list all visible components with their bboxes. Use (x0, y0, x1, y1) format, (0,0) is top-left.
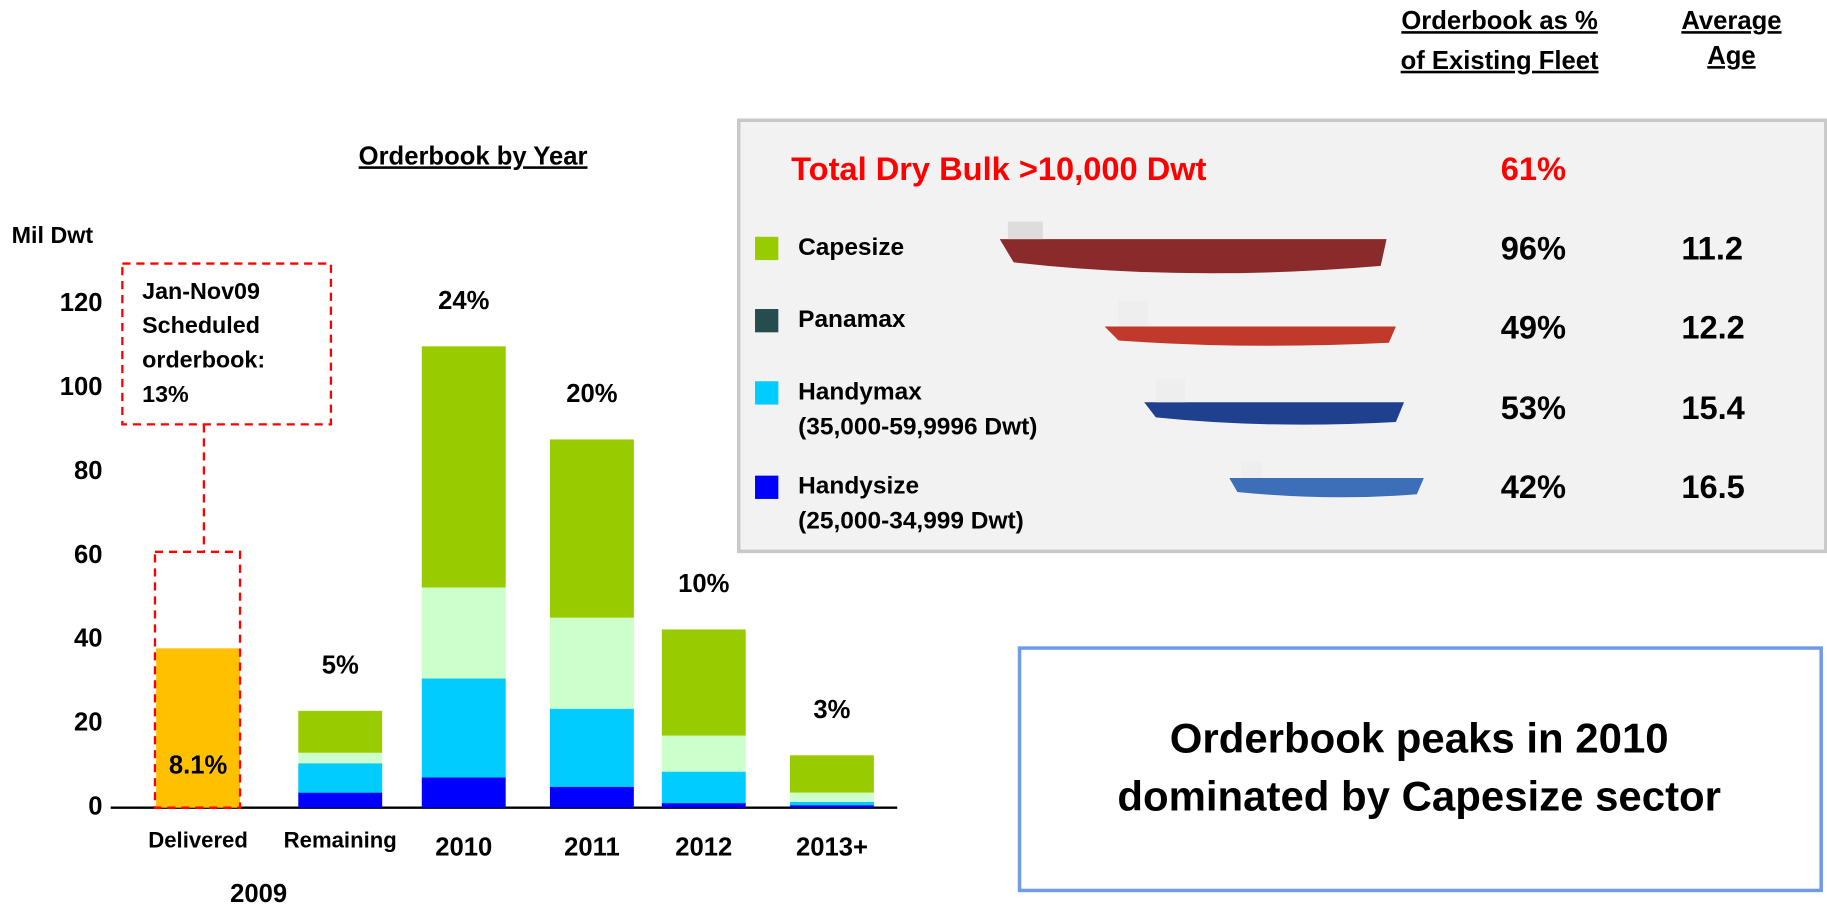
bar-segment (422, 587, 506, 678)
legend-swatch (755, 309, 778, 332)
row-name: Handymax (798, 378, 922, 405)
bar-segment (790, 802, 874, 805)
bar-segment (790, 755, 874, 792)
row-pct: 42% (1501, 468, 1566, 505)
group-label: 2009 (230, 880, 287, 907)
bar-segment (298, 753, 382, 763)
y-tick-label: 40 (74, 625, 103, 653)
y-axis-label: Mil Dwt (12, 222, 94, 248)
annotation-text: Scheduled (142, 312, 260, 338)
ship-bridge (1156, 379, 1185, 402)
annotation-text: orderbook: (142, 347, 265, 373)
total-label: Total Dry Bulk >10,000 Dwt (791, 150, 1206, 187)
legend-swatch (755, 476, 778, 499)
total-pct: 61% (1501, 150, 1566, 187)
row-sub: (35,000-59,9996 Dwt) (798, 413, 1037, 440)
row-age: 16.5 (1681, 468, 1744, 505)
bar-segment (790, 793, 874, 802)
column-header: of Existing Fleet (1401, 47, 1599, 75)
bar-label: 5% (322, 651, 359, 679)
callout-text: Orderbook peaks in 2010 (1170, 714, 1669, 761)
row-name: Handysize (798, 473, 919, 500)
bar-segment (422, 346, 506, 587)
bar-label: 24% (438, 287, 490, 315)
chart: Orderbook by Year Mil Dwt 2009 0 20 40 60 80… (0, 0, 1827, 907)
row-age: 11.2 (1681, 229, 1743, 266)
bar-segment (422, 778, 506, 808)
ship-bridge (1241, 462, 1262, 478)
bar-segment (550, 787, 634, 808)
bar-segment (422, 679, 506, 778)
y-tick-label: 60 (74, 541, 103, 569)
y-tick-label: 20 (74, 709, 103, 737)
x-tick-label: 2011 (564, 833, 620, 861)
page: {"chart_data": {"type": "stacked_bar", "… (0, 0, 1827, 907)
annotation-text: Jan-Nov09 (142, 278, 260, 304)
chart-title: Orderbook by Year (359, 142, 588, 170)
bar-segment (550, 709, 634, 787)
bar-label: 10% (678, 570, 730, 598)
bar-segment (298, 793, 382, 808)
bar-segment (298, 763, 382, 792)
bar-label: 3% (813, 696, 850, 724)
bar-segment (662, 803, 746, 808)
legend-swatch (755, 381, 778, 404)
bar-segment (156, 648, 240, 807)
x-tick-label: 2012 (675, 833, 732, 861)
y-tick-label: 80 (74, 457, 103, 485)
column-header: Average (1681, 7, 1781, 35)
bar-label: 20% (566, 380, 618, 408)
row-pct: 96% (1501, 229, 1566, 266)
y-tick-label: 120 (60, 289, 103, 317)
y-tick-label: 100 (60, 373, 103, 401)
column-header: Age (1707, 42, 1755, 70)
row-age: 15.4 (1681, 389, 1744, 426)
callout-text: dominated by Capesize sector (1117, 773, 1721, 820)
row-pct: 53% (1501, 389, 1566, 426)
row-age: 12.2 (1681, 309, 1744, 346)
x-tick-label: 2010 (435, 833, 492, 861)
legend-swatch (755, 237, 778, 260)
row-name: Capesize (798, 234, 904, 261)
bar-label: 8.1% (169, 752, 228, 780)
x-tick-label: Delivered (148, 827, 248, 852)
bar-segment (662, 772, 746, 803)
ship-bridge (1008, 222, 1043, 239)
row-pct: 49% (1501, 309, 1566, 346)
row-sub: (25,000-34,999 Dwt) (798, 508, 1024, 535)
x-tick-label: Remaining (284, 827, 397, 852)
bar-segment (298, 711, 382, 753)
bar-segment (550, 618, 634, 709)
bar-segment (550, 439, 634, 617)
row-name: Panamax (798, 306, 906, 333)
callout-box (1020, 648, 1822, 890)
y-tick-label: 0 (88, 792, 102, 820)
bar-segment (790, 805, 874, 808)
annotation-text: 13% (142, 381, 189, 407)
bar-segment (662, 736, 746, 772)
ship-bridge (1119, 301, 1148, 327)
x-tick-label: 2013+ (796, 833, 868, 861)
column-header: Orderbook as % (1401, 7, 1598, 35)
bar-segment (662, 629, 746, 735)
